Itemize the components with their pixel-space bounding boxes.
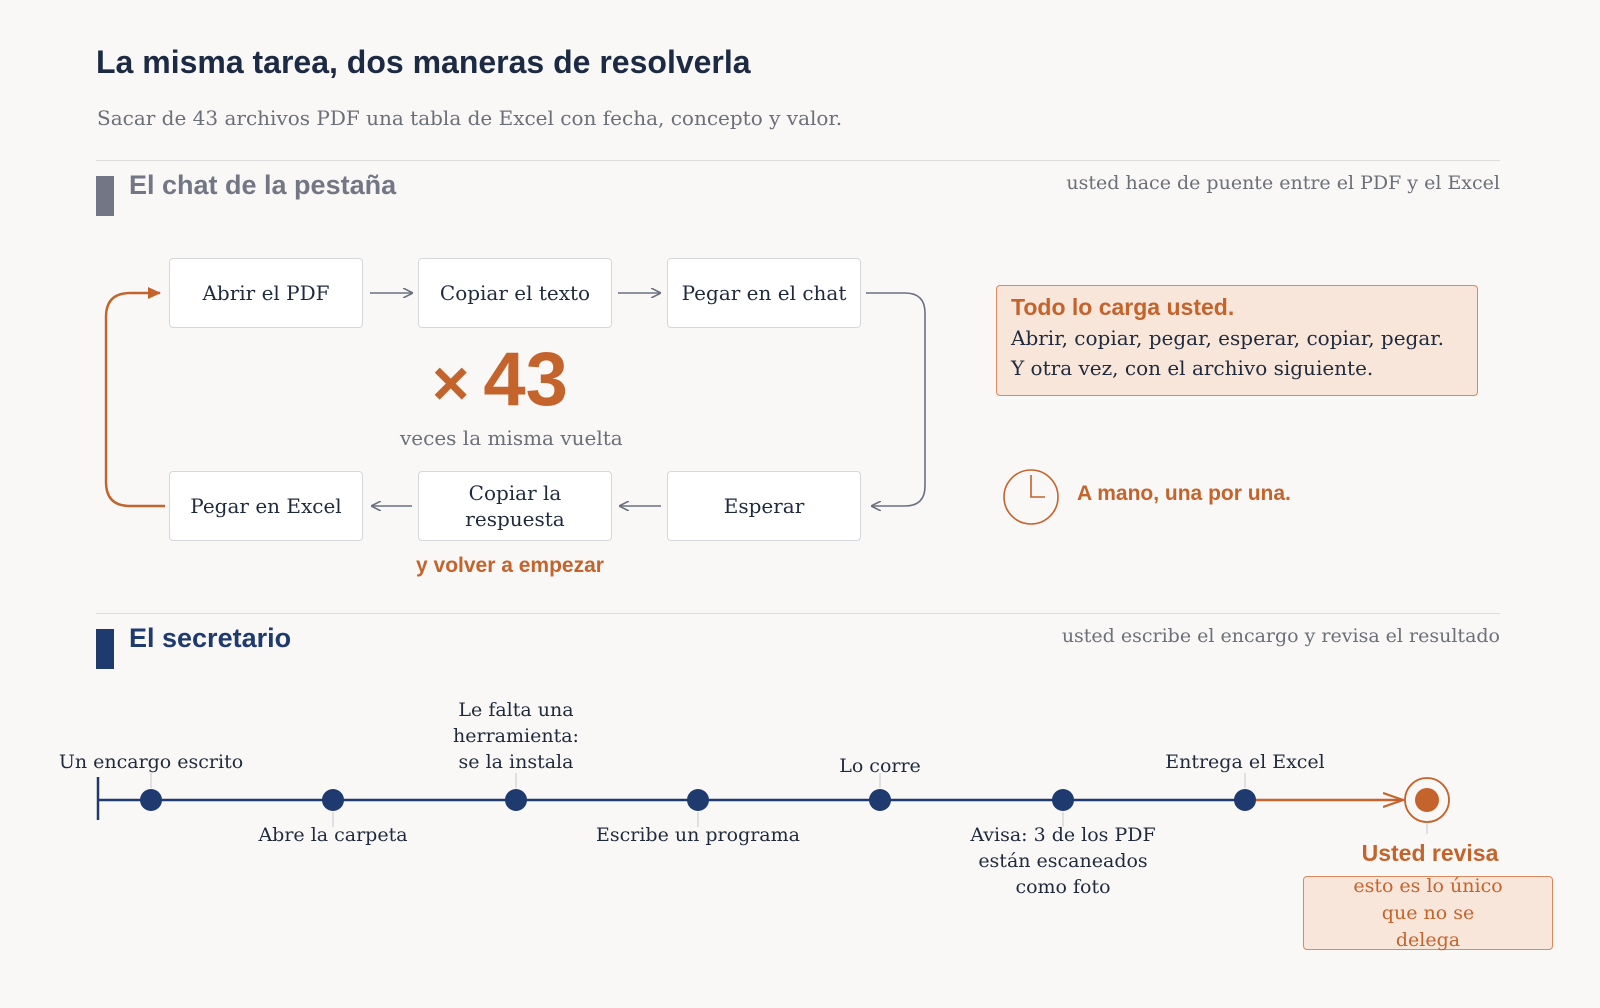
step-copiar-respuesta: Copiar la respuesta: [418, 471, 612, 541]
timeline-dot-2: [322, 789, 344, 811]
callout-text: Abrir, copiar, pegar, esperar, copiar, p…: [1011, 326, 1444, 380]
page-title: La misma tarea, dos maneras de resolverl…: [96, 44, 751, 80]
section2-title: El secretario: [129, 623, 292, 653]
divider-top: [96, 160, 1500, 161]
repeat-count: × 43: [432, 336, 568, 423]
section1-marker: [96, 176, 114, 216]
timeline-label-4: Escribe un programa: [596, 824, 800, 846]
clock-label: A mano, una por una.: [1077, 482, 1291, 505]
times-symbol: ×: [432, 347, 470, 419]
timeline-dot-6: [1052, 789, 1074, 811]
step-pegar-chat: Pegar en el chat: [667, 258, 861, 328]
section1-title: El chat de la pestaña: [129, 170, 397, 200]
timeline-label-7: Entrega el Excel: [1165, 751, 1325, 773]
section2-marker: [96, 629, 114, 669]
section2-note: usted escribe el encargo y revisa el res…: [1061, 625, 1500, 647]
step-pegar-excel: Pegar en Excel: [169, 471, 363, 541]
timeline-label-2: Abre la carpeta: [258, 824, 408, 846]
loop-label: y volver a empezar: [416, 554, 604, 577]
timeline-dot-3: [505, 789, 527, 811]
arrow-3-4: [866, 292, 926, 506]
timeline-final-target: [1404, 777, 1450, 823]
step-copiar-texto: Copiar el texto: [418, 258, 612, 328]
step-abrir-pdf: Abrir el PDF: [169, 258, 363, 328]
step-esperar: Esperar: [667, 471, 861, 541]
timeline-label-1: Un encargo escrito: [58, 751, 244, 773]
callout-title: Todo lo carga usted.: [1011, 294, 1235, 320]
clock-icon: [1003, 469, 1059, 525]
timeline-label-3: Le falta una herramienta: se la instala: [453, 699, 579, 773]
repeat-caption: veces la misma vuelta: [400, 426, 623, 450]
loop-back-arrow: [104, 287, 165, 508]
timeline-dot-5: [869, 789, 891, 811]
page-subtitle: Sacar de 43 archivos PDF una tabla de Ex…: [97, 106, 843, 130]
times-value: 43: [483, 337, 568, 422]
final-note: esto es lo único que no se delega: [1303, 875, 1553, 951]
timeline-label-6: Avisa: 3 de los PDF están escaneados com…: [970, 824, 1156, 898]
final-label: Usted revisa: [1361, 840, 1499, 866]
timeline-dot-4: [687, 789, 709, 811]
callout-box: Todo lo carga usted. Abrir, copiar, pega…: [996, 285, 1478, 396]
timeline-label-5: Lo corre: [839, 755, 921, 777]
timeline-dot-1: [140, 789, 162, 811]
section1-note: usted hace de puente entre el PDF y el E…: [1066, 172, 1500, 194]
final-note-text: esto es lo único que no se delega: [1353, 874, 1503, 951]
divider-middle: [96, 613, 1500, 614]
timeline-dot-7: [1234, 789, 1256, 811]
